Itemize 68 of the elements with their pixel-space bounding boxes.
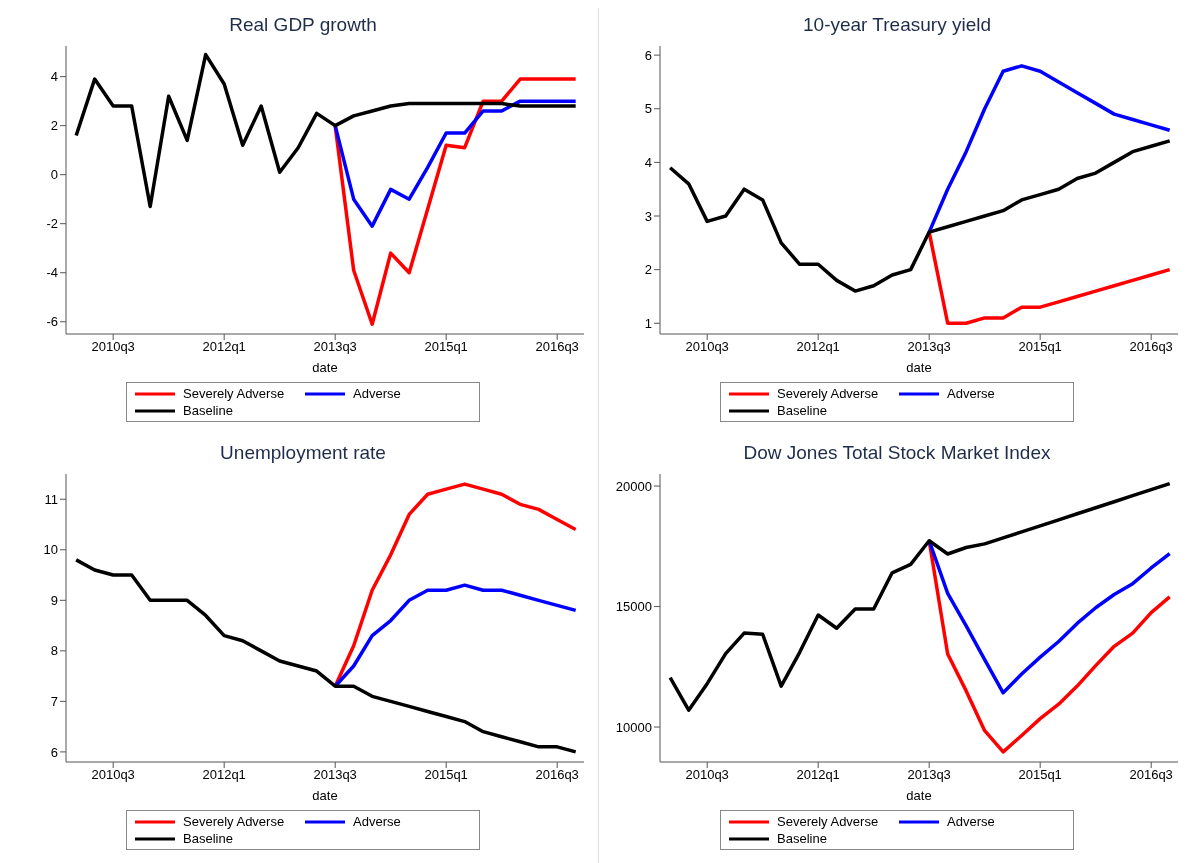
chart-title: Real GDP growth xyxy=(228,13,378,37)
x-axis-title: date xyxy=(906,788,932,803)
x-tick-label: 2013q3 xyxy=(907,339,951,355)
y-tick-label: -2 xyxy=(46,216,58,232)
line-series xyxy=(74,52,578,209)
x-tick-label: 2013q3 xyxy=(907,767,951,783)
y-tick-label: 4 xyxy=(50,69,58,85)
line-series xyxy=(927,64,1172,234)
legend-label: Baseline xyxy=(183,403,233,418)
y-tick-label: 8 xyxy=(50,643,58,659)
legend-label: Baseline xyxy=(183,831,233,846)
x-tick-label: 2010q3 xyxy=(685,339,729,355)
x-tick-label: 2016q3 xyxy=(1129,339,1173,355)
chart-title: Dow Jones Total Stock Market Index xyxy=(742,441,1052,465)
x-tick-label: 2016q3 xyxy=(535,339,579,355)
chart-title: 10-year Treasury yield xyxy=(802,13,992,37)
x-axis-title: date xyxy=(312,360,338,375)
y-tick-label: 3 xyxy=(644,208,652,224)
x-tick-label: 2010q3 xyxy=(91,767,135,783)
y-tick-label: 10000 xyxy=(615,719,652,735)
x-tick-label: 2012q1 xyxy=(202,339,246,355)
legend-label: Severely Adverse xyxy=(183,814,285,829)
legend-label: Adverse xyxy=(353,814,401,829)
y-tick-label: 6 xyxy=(50,744,58,760)
x-tick-label: 2015q1 xyxy=(424,339,468,355)
legend-label: Baseline xyxy=(777,831,827,846)
x-axis-title: date xyxy=(906,360,932,375)
legend-label: Adverse xyxy=(353,386,401,401)
line-series xyxy=(74,558,578,754)
y-tick-label: 7 xyxy=(50,693,58,709)
y-tick-label: 9 xyxy=(50,592,58,608)
y-tick-label: 2 xyxy=(644,262,652,278)
y-tick-label: 10 xyxy=(43,542,58,558)
y-tick-label: 0 xyxy=(50,167,58,183)
y-tick-label: -6 xyxy=(46,314,58,330)
y-tick-label: 15000 xyxy=(615,599,652,615)
x-tick-label: 2012q1 xyxy=(796,339,840,355)
line-series xyxy=(333,77,578,326)
y-tick-label: 5 xyxy=(644,101,652,117)
legend-label: Adverse xyxy=(947,814,995,829)
y-tick-label: 11 xyxy=(44,491,58,507)
x-tick-label: 2015q1 xyxy=(1018,767,1062,783)
legend-label: Adverse xyxy=(947,386,995,401)
y-tick-label: 4 xyxy=(644,154,652,170)
x-tick-label: 2012q1 xyxy=(202,767,246,783)
x-tick-label: 2013q3 xyxy=(313,339,357,355)
legend-label: Baseline xyxy=(777,403,827,418)
legend-label: Severely Adverse xyxy=(183,386,285,401)
legend-label: Severely Adverse xyxy=(777,814,879,829)
x-tick-label: 2010q3 xyxy=(685,767,729,783)
y-tick-label: 20000 xyxy=(615,478,652,494)
y-tick-label: 2 xyxy=(50,118,58,134)
x-tick-label: 2016q3 xyxy=(1129,767,1173,783)
y-tick-label: 1 xyxy=(644,315,652,331)
x-tick-label: 2015q1 xyxy=(424,767,468,783)
line-series xyxy=(333,99,578,228)
line-series xyxy=(668,481,1172,712)
x-tick-label: 2012q1 xyxy=(796,767,840,783)
line-series xyxy=(668,139,1172,293)
chart-title: Unemployment rate xyxy=(219,441,387,465)
legend-label: Severely Adverse xyxy=(777,386,879,401)
x-tick-label: 2016q3 xyxy=(535,767,579,783)
x-tick-label: 2013q3 xyxy=(313,767,357,783)
x-tick-label: 2010q3 xyxy=(91,339,135,355)
x-tick-label: 2015q1 xyxy=(1018,339,1062,355)
y-tick-label: -4 xyxy=(46,265,58,281)
x-axis-title: date xyxy=(312,788,338,803)
y-tick-label: 6 xyxy=(644,47,652,63)
